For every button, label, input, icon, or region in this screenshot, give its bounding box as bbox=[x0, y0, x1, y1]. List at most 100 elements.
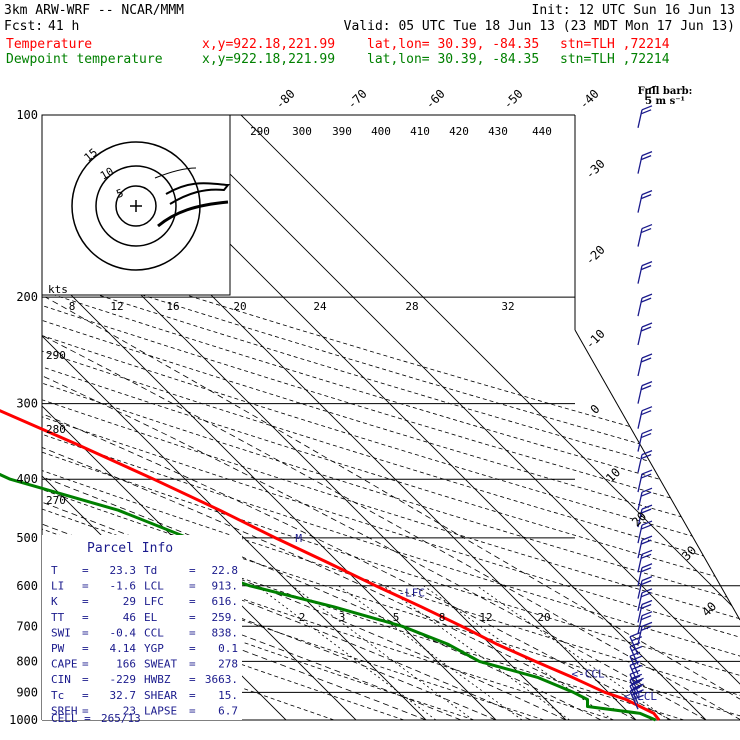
wind-barb-flag bbox=[640, 508, 652, 514]
wind-barb-flag bbox=[640, 567, 652, 573]
wind-barb-flag bbox=[641, 599, 653, 606]
parcel-equals: = bbox=[189, 626, 196, 639]
parcel-param-value: -1.6 bbox=[110, 580, 137, 593]
dry-adiabat bbox=[42, 115, 740, 720]
wind-barb-flag bbox=[640, 326, 652, 332]
parcel-param-name: CCL bbox=[144, 626, 164, 639]
dry-adiabat bbox=[42, 115, 740, 720]
parcel-param-name: SWEAT bbox=[144, 658, 177, 671]
wind-barb-staff bbox=[637, 155, 643, 174]
dry-adiabat bbox=[42, 115, 740, 720]
mixing-ratio-label: 8 bbox=[439, 611, 446, 624]
wind-barb-staff bbox=[637, 109, 643, 128]
parcel-info-panel: Parcel Info T = 23.3 Td = 22.8 LI = -1.6 LCL = 913.… bbox=[42, 535, 242, 725]
wind-barb-flag bbox=[641, 575, 653, 582]
mixing-ratio-label: 24 bbox=[313, 300, 327, 313]
isotherm-tick-label: 0 bbox=[588, 402, 603, 417]
parcel-param-name: YGP bbox=[144, 642, 164, 655]
wind-barb-flag bbox=[640, 615, 652, 621]
wind-barb-staff bbox=[629, 655, 639, 675]
wind-barb-flag bbox=[631, 673, 643, 679]
wind-barb-flag bbox=[641, 588, 653, 594]
wind-barb-flag bbox=[641, 322, 653, 328]
hodograph-ring-label: 10 bbox=[98, 165, 116, 183]
isotherm-line bbox=[0, 115, 6, 720]
theta-label: 430 bbox=[488, 125, 508, 138]
wind-barb-staff bbox=[637, 410, 643, 429]
parcel-param-value: 23.3 bbox=[110, 564, 137, 577]
pressure-tick-label: 900 bbox=[16, 685, 38, 699]
theta-label: 400 bbox=[371, 125, 391, 138]
dewpoint-station: stn=TLH ,72214 bbox=[560, 52, 670, 67]
wind-barb-flag bbox=[640, 109, 652, 115]
mixing-ratio-label: 12 bbox=[479, 611, 492, 624]
isotherm-tick-label: -70 bbox=[345, 87, 370, 112]
mixing-ratio-label: 28 bbox=[405, 300, 418, 313]
parcel-equals: = bbox=[82, 564, 89, 577]
wind-barb bbox=[637, 588, 653, 611]
dry-adiabat bbox=[42, 115, 740, 720]
wind-barb-flag bbox=[640, 227, 652, 234]
wind-barb bbox=[637, 575, 653, 599]
pressure-tick-label: 800 bbox=[16, 654, 38, 668]
wind-barb bbox=[637, 223, 653, 247]
parcel-param-name: SHEAR bbox=[144, 689, 177, 702]
parcel-param-value: 838. bbox=[212, 626, 239, 639]
wind-barb-staff bbox=[629, 679, 639, 699]
model-title: 3km ARW-WRF -- NCAR/MMM bbox=[4, 3, 184, 18]
isotherm-tick-label: -30 bbox=[583, 157, 608, 182]
wind-barb-flag bbox=[640, 553, 652, 559]
dry-adiabat bbox=[42, 115, 740, 720]
theta-label: 410 bbox=[410, 125, 430, 138]
parcel-equals: = bbox=[82, 595, 89, 608]
temperature-station: stn=TLH ,72214 bbox=[560, 37, 670, 52]
pressure-tick-label: 700 bbox=[16, 619, 38, 633]
wind-barb-column bbox=[629, 85, 657, 710]
pressure-tick-label: 500 bbox=[16, 531, 38, 545]
hodograph-ring bbox=[95, 165, 177, 247]
wind-barb bbox=[637, 190, 653, 213]
parcel-param-name: LCL bbox=[144, 580, 164, 593]
isotherm-tick-label: 20 bbox=[629, 509, 649, 529]
dewpoint-latlon: lat,lon= 30.39, -84.35 bbox=[367, 52, 539, 67]
wind-barb-staff bbox=[637, 524, 643, 544]
isotherm-line bbox=[170, 115, 740, 720]
wind-barb-flag bbox=[640, 524, 652, 530]
parcel-equals: = bbox=[82, 689, 89, 702]
temperature-latlon: lat,lon= 30.39, -84.35 bbox=[367, 37, 539, 52]
wind-barb-staff bbox=[637, 265, 643, 284]
forecast-hour: 41 h bbox=[48, 19, 79, 34]
wind-barb-staff bbox=[629, 646, 639, 665]
wind-barb-flag bbox=[629, 651, 641, 657]
wind-barb bbox=[637, 322, 653, 346]
barb-legend-value: 5 m s⁻¹ bbox=[645, 96, 685, 107]
dry-adiabat bbox=[42, 115, 740, 720]
isotherm-tick-label: 30 bbox=[679, 543, 699, 563]
isotherm-tick-label: 40 bbox=[699, 599, 719, 619]
isotherm-line bbox=[42, 115, 497, 720]
wind-barb-staff bbox=[637, 357, 643, 377]
wind-barb bbox=[637, 611, 653, 634]
dewpoint-legend-label: Dewpoint temperature bbox=[6, 52, 163, 67]
parcel-param-value: 166 bbox=[116, 658, 136, 671]
hodograph-trace bbox=[165, 182, 230, 205]
wind-barb bbox=[637, 535, 653, 559]
parcel-equals: = bbox=[82, 580, 89, 593]
wind-barb-flag bbox=[641, 223, 653, 230]
mixing-ratio-line bbox=[256, 585, 437, 720]
isotherm-tick-label: -20 bbox=[583, 243, 608, 268]
theta-label: 290 bbox=[250, 125, 270, 138]
wind-barb-flag bbox=[631, 655, 643, 661]
wind-barb bbox=[637, 487, 653, 511]
wind-barb-flag bbox=[640, 297, 652, 303]
mixing-ratio-label: 16 bbox=[166, 300, 179, 313]
parcel-param-value: 259. bbox=[212, 611, 239, 624]
wind-barb-staff bbox=[637, 567, 643, 586]
wind-barb-flag bbox=[640, 194, 652, 200]
parcel-equals: = bbox=[82, 658, 89, 671]
parcel-param-name: LFC bbox=[144, 595, 164, 608]
wind-barb-staff bbox=[629, 636, 639, 655]
pressure-tick-label: 600 bbox=[16, 579, 38, 593]
temperature-line bbox=[0, 409, 661, 721]
